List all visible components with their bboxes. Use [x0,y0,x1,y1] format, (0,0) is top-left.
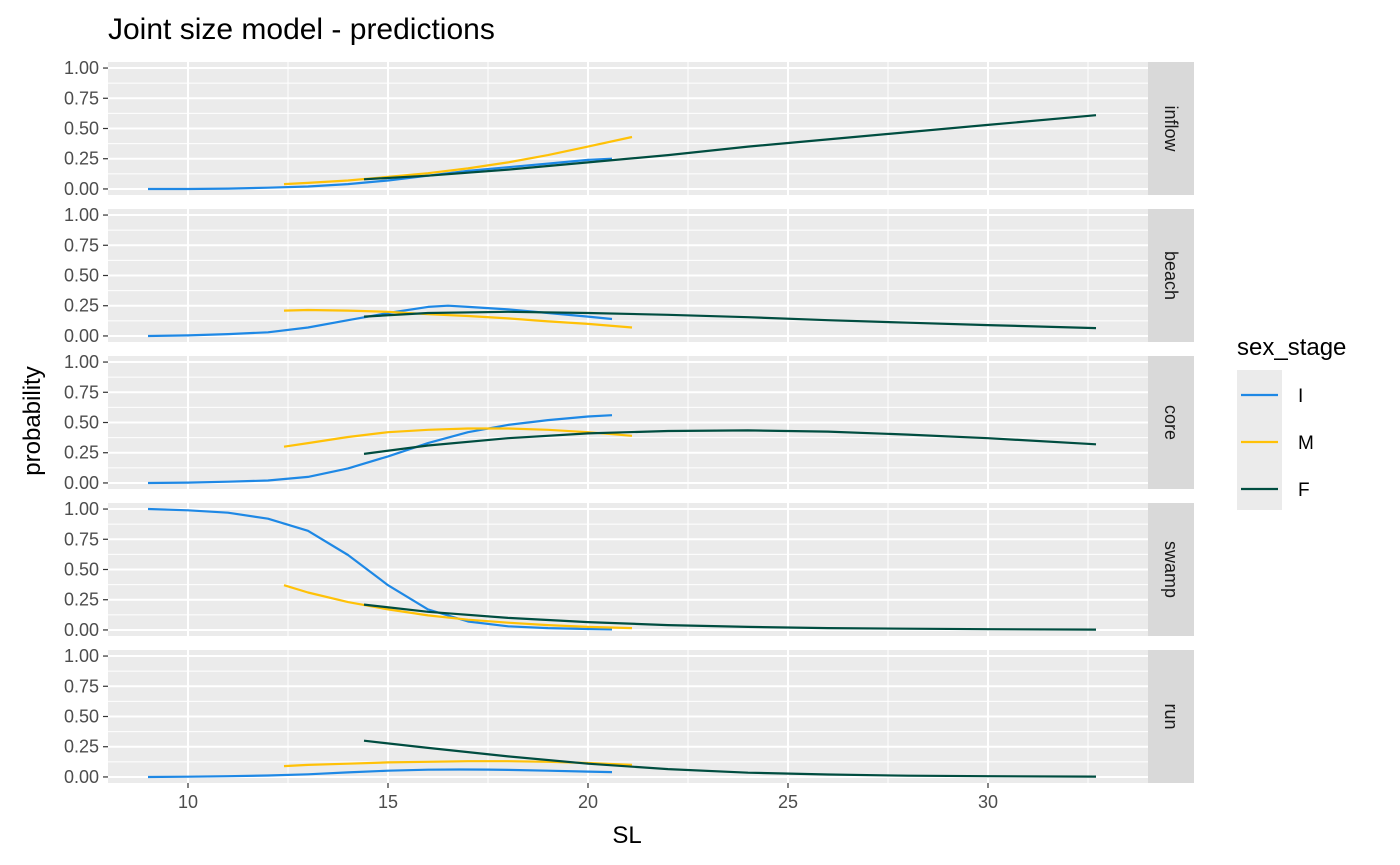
facet-panel-swamp: 0.00 0.25 0.50 0.75 1.00 swamp [64,499,1194,640]
series-line-run-I [147,768,613,779]
chart-title: Joint size model - predictions [108,13,495,46]
series-line-core-M [283,427,633,448]
y-tick-label: 0.50 [64,413,99,433]
series-line-swamp-M [283,584,633,630]
y-tick-label: 0.75 [64,676,99,696]
y-tick-label: 0.75 [64,88,99,108]
x-tick-label: 20 [578,792,598,812]
y-axis-title: probability [19,366,46,475]
y-tick-label: 1.00 [64,58,99,78]
y-tick-label: 0.25 [64,590,99,610]
y-tick-label: 1.00 [64,205,99,225]
facet-strip [1148,650,1194,783]
facet-strip-label: swamp [1161,541,1181,598]
facet-strip-label: core [1161,405,1181,440]
facet-strip [1148,62,1194,195]
facet-panel-beach: 0.00 0.25 0.50 0.75 1.00 beach [64,205,1194,346]
series-line-beach-M [283,308,633,329]
series-line-inflow-I [148,157,613,191]
series-line-core-I [147,414,613,485]
y-tick-label: 1.00 [64,646,99,666]
facet-strip [1148,209,1194,342]
y-tick-label: 0.75 [64,529,99,549]
legend-entries: I M F [1241,386,1314,501]
x-tick-label: 10 [178,792,198,812]
y-tick-label: 0.25 [64,443,99,463]
facet-panel-core: 0.00 0.25 0.50 0.75 1.00 core [64,352,1194,493]
series-line-beach-F [363,310,1097,330]
facet-panel-run: 0.00 0.25 0.50 0.75 1.00 run [64,646,1194,787]
legend-label-I: I [1298,386,1303,407]
facet-panel-inflow: 0.00 0.25 0.50 0.75 1.00 inflow [64,58,1194,199]
x-axis-title: SL [612,822,641,849]
legend-label-M: M [1298,433,1314,454]
y-tick-label: 1.00 [64,499,99,519]
legend-title: sex_stage [1237,334,1346,361]
facet-panels: 0.000.250.500.751.00inflow0.000.250.500.… [64,58,1194,787]
x-tick-label: 30 [978,792,998,812]
y-tick-label: 0.50 [64,266,99,286]
y-tick-label: 0.25 [64,149,99,169]
x-tick-label: 15 [378,792,398,812]
legend: sex_stage I M F [1237,334,1346,510]
facet-strip [1148,503,1194,636]
series-line-run-F [363,739,1097,778]
y-tick-label: 0.50 [64,119,99,139]
series-line-swamp-F [363,603,1097,631]
series-line-inflow-F [363,114,1097,181]
y-tick-label: 0.50 [64,707,99,727]
x-tick-label: 25 [778,792,798,812]
y-tick-label: 0.00 [64,326,99,346]
y-tick-label: 0.00 [64,179,99,199]
facet-strip [1148,356,1194,489]
facet-strip-label: run [1161,703,1181,729]
y-tick-label: 0.50 [64,560,99,580]
x-axis: 10 15 20 25 30 [178,783,998,812]
series-line-core-F [363,429,1097,455]
y-tick-label: 0.00 [64,473,99,493]
series-line-inflow-M [283,135,633,186]
series-line-swamp-I [147,507,613,631]
y-tick-label: 0.75 [64,382,99,402]
y-tick-label: 0.00 [64,620,99,640]
y-tick-label: 1.00 [64,352,99,372]
facet-strip-label: inflow [1161,105,1181,152]
legend-key-background [1237,370,1282,510]
y-tick-label: 0.75 [64,235,99,255]
y-tick-label: 0.00 [64,767,99,787]
legend-label-F: F [1298,480,1310,501]
y-tick-label: 0.25 [64,296,99,316]
y-tick-label: 0.25 [64,737,99,757]
facet-strip-label: beach [1161,251,1181,300]
